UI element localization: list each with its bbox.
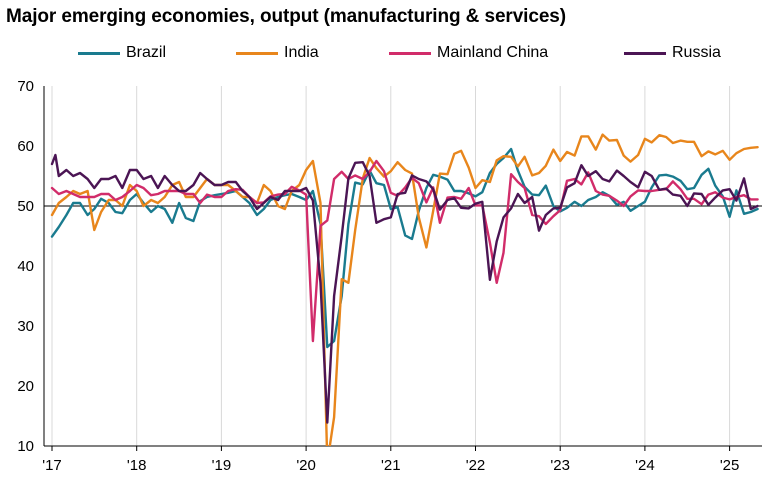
legend-item-brazil: Brazil — [78, 44, 166, 62]
legend-label-russia: Russia — [672, 44, 721, 61]
series-line-india — [50, 133, 759, 446]
chart-title: Major emerging economies, output (manufa… — [6, 6, 566, 27]
series-line-mainland-china — [50, 159, 759, 343]
x-tick-label: '25 — [720, 457, 740, 474]
legend-swatch-russia — [624, 51, 666, 55]
legend-label-mainland-china: Mainland China — [437, 44, 549, 61]
x-tick-label: '19 — [212, 457, 232, 474]
y-tick-label: 70 — [17, 78, 34, 95]
x-tick-label: '22 — [466, 457, 486, 474]
legend-swatch-brazil — [78, 51, 120, 55]
x-tick-label: '17 — [42, 457, 62, 474]
legend-item-india: India — [236, 44, 319, 62]
legend-item-mainland-china: Mainland China — [389, 44, 548, 62]
y-tick-label: 60 — [17, 138, 34, 155]
legend-swatch-india — [236, 51, 278, 55]
series-line-brazil — [50, 147, 759, 349]
y-tick-label: 40 — [17, 258, 34, 275]
legend-label-brazil: Brazil — [126, 44, 167, 61]
y-tick-label: 20 — [17, 378, 34, 395]
x-tick-label: '20 — [296, 457, 316, 474]
legend: Brazil India Mainland China Russia — [0, 44, 775, 64]
x-tick-label: '23 — [550, 457, 570, 474]
series-line-russia — [50, 153, 759, 424]
y-tick-label: 30 — [17, 318, 34, 335]
x-tick-label: '21 — [381, 457, 401, 474]
y-tick-label: 10 — [17, 438, 34, 455]
y-tick-label: 50 — [17, 198, 34, 215]
x-tick-label: '18 — [127, 457, 147, 474]
legend-item-russia: Russia — [624, 44, 721, 62]
x-tick-label: '24 — [635, 457, 655, 474]
legend-label-india: India — [284, 44, 319, 61]
legend-swatch-mainland-china — [389, 51, 431, 55]
